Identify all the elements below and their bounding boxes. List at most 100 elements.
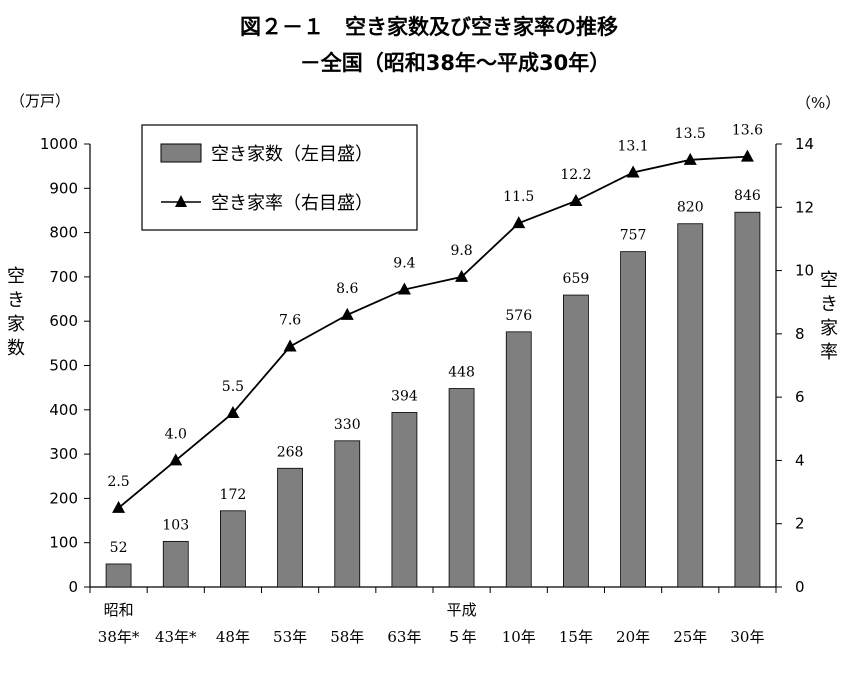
bar [734,211,761,588]
rate-marker [626,165,640,178]
rate-marker [226,405,240,418]
rate-value-label: 9.4 [393,256,415,272]
bar [220,510,246,588]
left-tick-label: 200 [49,489,78,507]
bar-value-label: 820 [677,200,704,216]
x-category-label: 20年 [616,628,650,646]
x-category-label: 15年 [559,628,593,646]
rate-marker [112,500,126,513]
left-axis-label: 空き家数 [7,266,25,359]
axes: 0 100 200 300 400 500 600 700 800 900 1000 0 2 4 6 8 10 1… [40,135,814,596]
rate-marker [512,216,526,229]
x-category-label: 63年 [387,628,421,646]
era-label: 昭和 [104,601,134,619]
line-series: 2.5 4.0 5.5 7.6 8.6 9.4 9.8 11.5 12.2 13.1 13.5 13.… [107,123,763,513]
right-tick-label: 2 [795,515,805,533]
left-axis-label-char: 数 [7,338,25,359]
rate-value-label: 2.5 [107,474,129,490]
bar [448,388,475,588]
bar-value-label: 394 [391,388,418,404]
left-tick-label: 600 [49,312,78,330]
right-tick-label: 6 [795,388,805,406]
bar [620,251,646,588]
rate-marker [340,307,354,320]
bar [105,563,132,588]
bar-series: 52 103 172 268 330 394 448 576 659 757 820 846 [105,188,761,588]
bar-value-label: 576 [505,308,532,324]
bar-value-label: 172 [220,487,247,503]
legend: 空き家数（左目盛） 空き家率（右目盛） [141,124,418,231]
x-category-label: 25年 [673,628,707,646]
bar-value-label: 448 [448,365,475,381]
chart-title: 図２－１ 空き家数及び空き家率の推移 [240,15,618,39]
rate-marker [283,339,297,352]
rate-marker [169,453,183,466]
left-tick-label: 800 [49,224,78,242]
left-axis-label-char: 家 [7,314,25,335]
right-axis-label: 空き家率 [820,270,838,363]
bar [277,467,303,588]
left-tick-label: 400 [49,401,78,419]
bar-value-label: 268 [277,444,304,460]
right-axis-label-char: 率 [820,342,838,363]
chart-subtitle: －全国（昭和38年～平成30年） [300,51,610,75]
rate-value-label: 9.8 [450,243,472,259]
rate-marker [569,193,583,206]
rate-value-label: 13.6 [732,123,763,139]
right-tick-label: 12 [795,198,814,216]
x-category-label: 53年 [273,628,307,646]
left-tick-label: 0 [68,578,78,596]
right-unit-label: （%） [796,94,840,112]
bar-value-label: 330 [334,417,361,433]
rate-value-label: 13.5 [675,126,706,142]
bar [391,412,418,588]
bar [677,223,704,588]
rate-value-label: 11.5 [503,189,534,205]
bar-value-label: 757 [620,228,647,244]
right-tick-label: 10 [795,262,814,280]
rate-value-label: 7.6 [279,313,301,329]
legend-bar-swatch [160,143,202,163]
left-axis-label-char: 空 [7,266,25,287]
x-category-label: 48年 [216,628,250,646]
legend-triangle-marker [175,195,187,207]
bar [505,331,532,588]
bar-value-label: 659 [563,271,590,287]
left-tick-label: 300 [49,445,78,463]
left-tick-label: 1000 [40,135,78,153]
right-tick-label: 0 [795,578,805,596]
right-axis-label-char: 空 [820,270,838,291]
bar [162,540,189,588]
x-category-label: 43年* [155,628,197,646]
x-axis-labels: 昭和 平成 38年* 43年* 48年 53年 58年 63年 ５年 10年 15年 20年 25年 30… [98,601,765,646]
rate-value-label: 12.2 [560,167,591,183]
left-tick-label: 500 [49,357,78,375]
bar [563,294,589,588]
rate-marker [397,282,411,295]
legend-frame [141,124,418,231]
left-tick-label: 900 [49,179,78,197]
right-tick-label: 4 [795,451,805,469]
rate-value-label: 4.0 [165,426,187,442]
left-tick-label: 700 [49,268,78,286]
rate-marker [683,152,697,165]
rate-value-label: 13.1 [617,138,648,154]
x-category-label: 10年 [502,628,536,646]
right-axis-label-char: 家 [820,318,838,339]
rate-value-label: 5.5 [222,379,244,395]
x-category-label: 30年 [730,628,764,646]
rate-line [118,155,748,509]
legend-line-label: 空き家率（右目盛） [211,193,373,214]
left-axis-label-char: き [7,290,25,311]
x-category-label: ５年 [447,628,477,646]
bar [334,440,361,588]
left-unit-label: （万戸） [10,92,70,110]
rate-marker [455,269,469,282]
bar-value-label: 846 [734,188,761,204]
era-label: 平成 [447,601,477,619]
right-axis-label-char: き [820,294,838,315]
x-category-label: 38年* [98,628,140,646]
bar-value-label: 52 [110,540,128,556]
bar-value-label: 103 [162,517,189,533]
